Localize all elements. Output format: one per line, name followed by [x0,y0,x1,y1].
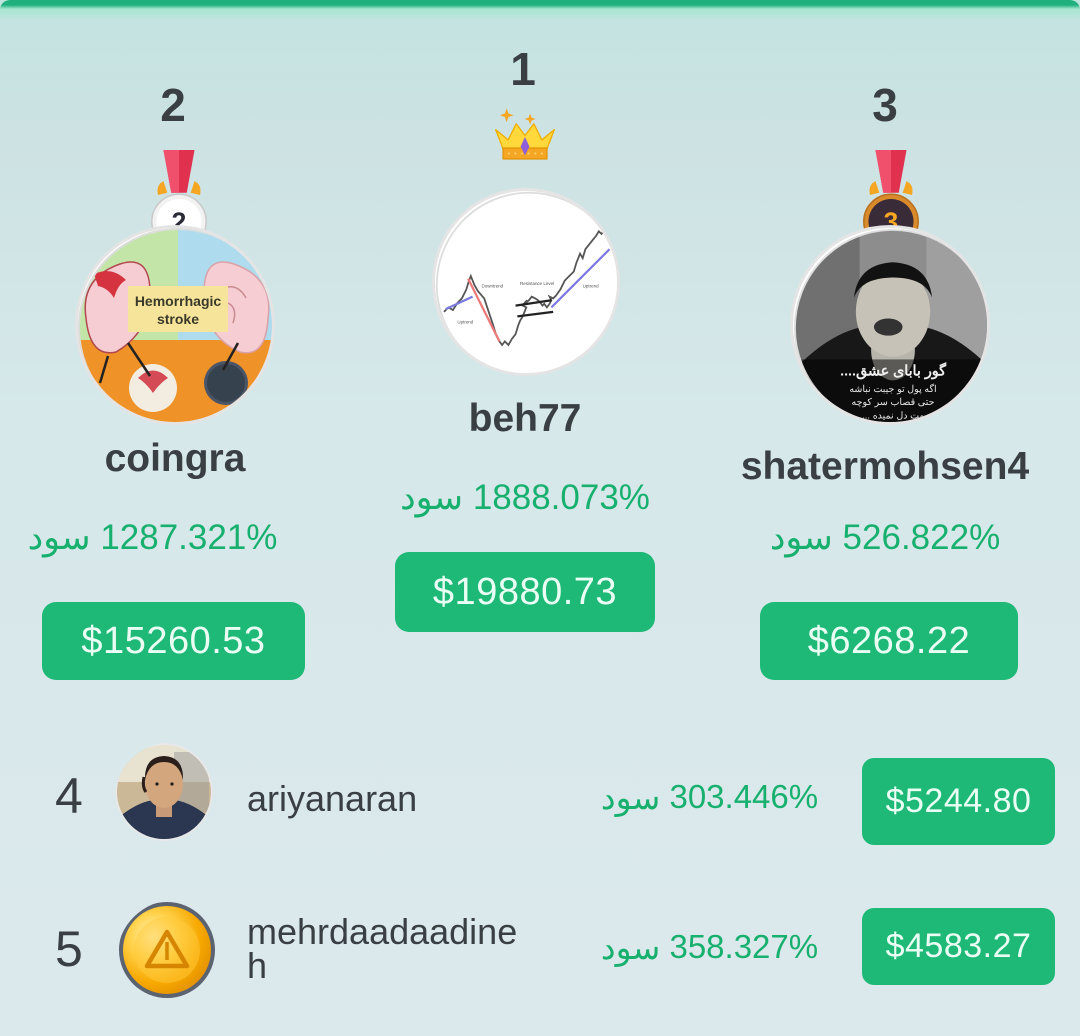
svg-text:اگه پول تو جیبت نباشه: اگه پول تو جیبت نباشه [849,383,936,395]
svg-text:Uptrend: Uptrend [583,284,599,289]
svg-text:حتی قصاب سر کوچه: حتی قصاب سر کوچه [852,397,935,408]
svg-text:Resistance Level: Resistance Level [520,281,554,286]
svg-text:Hemorrhagic: Hemorrhagic [135,293,222,309]
svg-text:Downtrend: Downtrend [482,284,504,289]
svg-text:Uptrend: Uptrend [457,319,473,324]
svg-text:گور بابای عشق....: گور بابای عشق.... [840,363,946,380]
svg-text:stroke: stroke [157,311,199,327]
svg-text:بهت دل نمیده ....: بهت دل نمیده .... [859,410,926,421]
